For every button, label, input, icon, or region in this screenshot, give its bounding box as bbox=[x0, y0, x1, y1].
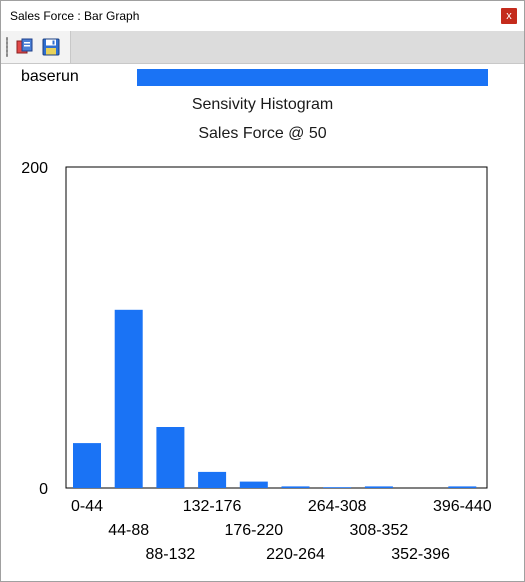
x-tick-label: 0-44 bbox=[71, 498, 103, 515]
histogram-bar bbox=[239, 481, 268, 488]
histogram-bar bbox=[323, 487, 352, 488]
legend-swatch bbox=[137, 69, 488, 86]
legend-label: baserun bbox=[21, 68, 79, 85]
toolbar-grip[interactable] bbox=[6, 37, 8, 57]
histogram-bar bbox=[156, 427, 185, 488]
toolbar-strip bbox=[1, 31, 71, 63]
toolbar bbox=[1, 31, 524, 64]
save-button[interactable] bbox=[42, 38, 60, 56]
histogram-bar bbox=[198, 471, 227, 488]
x-tick-label: 44-88 bbox=[108, 522, 149, 539]
x-tick-label: 396-440 bbox=[433, 498, 492, 515]
histogram-bar bbox=[364, 486, 393, 488]
x-tick-label: 352-396 bbox=[391, 546, 450, 563]
chart-title: Sensivity Histogram bbox=[191, 96, 334, 113]
copy-button[interactable] bbox=[16, 38, 34, 56]
chart-subtitle: Sales Force @ 50 bbox=[198, 125, 327, 142]
histogram-bar bbox=[281, 486, 310, 488]
x-tick-label: 132-176 bbox=[183, 498, 242, 515]
x-tick-label: 88-132 bbox=[145, 546, 195, 563]
plot-frame bbox=[65, 166, 488, 489]
window-title: Sales Force : Bar Graph bbox=[10, 9, 140, 23]
histogram-bar bbox=[448, 486, 477, 488]
histogram-bar bbox=[73, 443, 101, 488]
copy-icon bbox=[16, 38, 33, 54]
histogram-bar bbox=[114, 309, 143, 488]
y-tick-label: 200 bbox=[21, 160, 48, 177]
close-button[interactable]: x bbox=[501, 8, 517, 24]
title-bar: Sales Force : Bar Graph x bbox=[1, 1, 524, 31]
save-icon bbox=[42, 38, 60, 56]
x-tick-label: 264-308 bbox=[308, 498, 367, 515]
x-tick-label: 308-352 bbox=[350, 522, 409, 539]
y-tick-label: 0 bbox=[39, 481, 48, 498]
x-tick-label: 220-264 bbox=[266, 546, 325, 563]
x-tick-label: 176-220 bbox=[224, 522, 283, 539]
